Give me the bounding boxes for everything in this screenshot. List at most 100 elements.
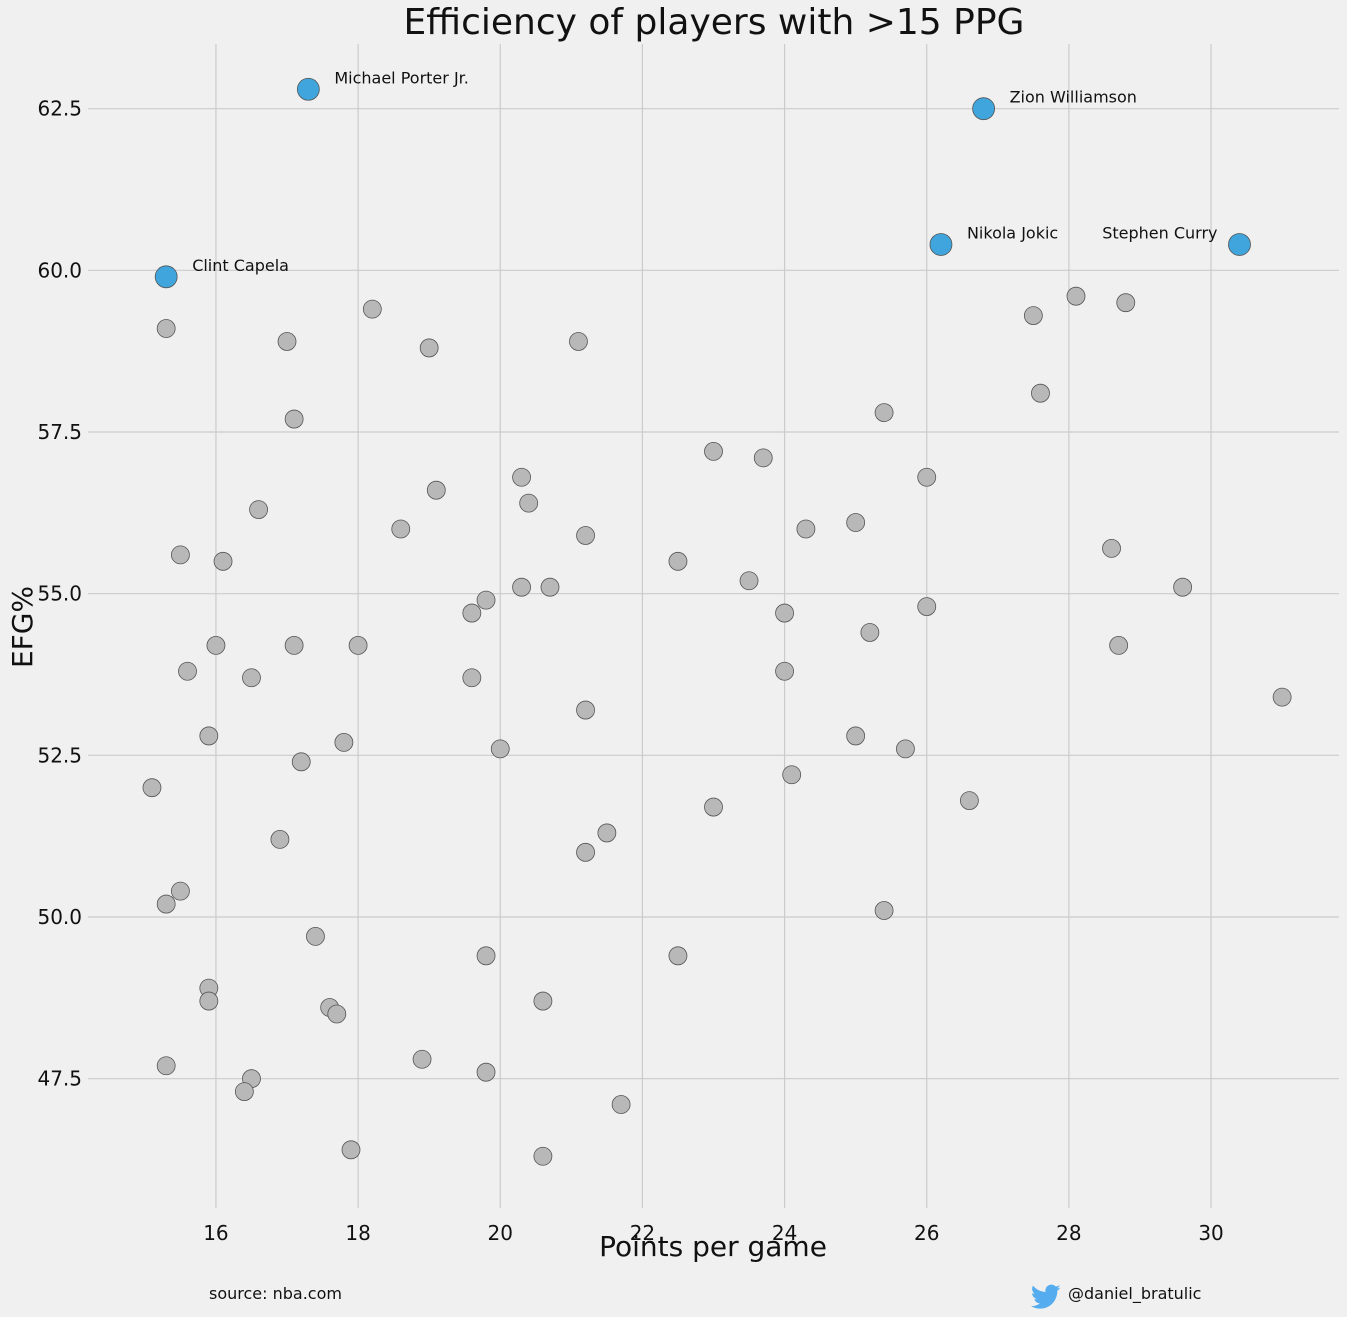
data-point xyxy=(412,1049,432,1069)
data-point xyxy=(846,726,866,746)
y-tick-label: 60.0 xyxy=(37,258,82,282)
y-axis-label: EFG% xyxy=(6,586,39,668)
highlighted-point xyxy=(154,265,178,289)
data-point xyxy=(171,881,190,901)
data-point xyxy=(291,752,311,772)
data-point xyxy=(1023,306,1043,326)
x-tick-label: 30 xyxy=(1198,1221,1223,1245)
data-point xyxy=(284,409,304,429)
highlighted-point xyxy=(972,97,996,121)
data-point xyxy=(576,700,595,720)
data-point xyxy=(234,1082,254,1101)
data-point xyxy=(199,991,219,1011)
y-tick-label: 50.0 xyxy=(37,905,82,929)
data-point xyxy=(611,1095,631,1114)
x-tick-label: 16 xyxy=(203,1221,228,1245)
point-label: Nikola Jokic xyxy=(967,223,1058,242)
data-point xyxy=(753,448,773,468)
point-label: Clint Capela xyxy=(192,256,289,275)
data-point xyxy=(1116,293,1136,313)
data-point xyxy=(327,1004,347,1024)
chart-title: Efficiency of players with >15 PPG xyxy=(404,2,1025,43)
x-tick-label: 20 xyxy=(488,1221,513,1245)
x-axis-label: Points per game xyxy=(599,1230,827,1263)
data-point xyxy=(426,480,446,500)
data-point xyxy=(284,636,304,655)
data-point xyxy=(576,842,595,862)
y-tick-label: 62.5 xyxy=(37,97,82,121)
data-point xyxy=(462,603,482,623)
data-point xyxy=(896,739,915,759)
data-point xyxy=(739,571,759,591)
data-point xyxy=(476,590,496,610)
data-point xyxy=(213,551,233,571)
y-tick-label: 57.5 xyxy=(37,420,82,444)
data-point xyxy=(782,765,802,785)
data-point xyxy=(846,513,866,532)
data-point xyxy=(171,545,190,565)
data-point xyxy=(540,577,560,597)
x-tick-label: 28 xyxy=(1056,1221,1081,1245)
data-point xyxy=(249,500,268,520)
highlighted-points: Michael Porter Jr. Zion Williamson Nikola … xyxy=(154,68,1251,289)
x-tick-label: 26 xyxy=(914,1221,939,1245)
data-point xyxy=(199,726,219,746)
data-point xyxy=(917,467,937,487)
data-point xyxy=(142,778,162,798)
y-tick-labels: 47.5 50.0 52.5 55.0 57.5 60.0 62.5 xyxy=(37,97,82,1091)
data-point xyxy=(533,1146,553,1166)
highlighted-point xyxy=(929,233,953,256)
data-point xyxy=(277,332,297,351)
data-point xyxy=(512,577,531,597)
data-point xyxy=(668,946,688,966)
data-point xyxy=(334,733,354,752)
point-label: Stephen Curry xyxy=(1102,223,1217,242)
data-point xyxy=(512,467,531,487)
point-label: Zion Williamson xyxy=(1010,88,1137,107)
highlighted-point xyxy=(1228,233,1251,256)
data-point xyxy=(569,332,588,351)
grid-lines xyxy=(88,44,1339,1208)
data-point xyxy=(476,946,496,966)
data-point xyxy=(668,551,688,571)
x-tick-label: 24 xyxy=(772,1221,797,1245)
point-label: Michael Porter Jr. xyxy=(334,68,469,87)
data-point xyxy=(476,1062,496,1082)
data-point xyxy=(775,603,794,623)
data-point xyxy=(704,441,723,461)
data-point xyxy=(341,1140,361,1160)
data-point xyxy=(704,797,723,817)
data-point xyxy=(242,668,261,688)
data-point xyxy=(533,991,553,1011)
data-point xyxy=(959,791,979,810)
data-point xyxy=(874,403,894,423)
data-point xyxy=(1173,577,1193,597)
data-point xyxy=(860,623,880,642)
highlighted-point xyxy=(296,77,320,101)
data-point xyxy=(1066,286,1086,306)
data-point xyxy=(462,668,482,688)
data-point xyxy=(1272,687,1292,707)
data-point xyxy=(348,636,368,655)
data-point xyxy=(206,636,226,655)
x-tick-labels: 16 18 20 22 24 26 28 30 xyxy=(203,1221,1224,1245)
data-point xyxy=(917,597,937,616)
data-point xyxy=(391,519,411,539)
data-point xyxy=(576,526,595,545)
x-tick-label: 18 xyxy=(345,1221,370,1245)
data-point xyxy=(1109,636,1129,655)
data-point xyxy=(597,823,617,843)
twitter-bird-icon xyxy=(1031,1284,1061,1309)
y-tick-label: 47.5 xyxy=(37,1067,82,1091)
data-points xyxy=(142,286,1292,1166)
y-tick-label: 52.5 xyxy=(37,743,82,767)
x-tick-label: 22 xyxy=(630,1221,655,1245)
data-point xyxy=(1031,383,1050,403)
data-point xyxy=(419,338,439,358)
data-point xyxy=(519,493,539,513)
data-point xyxy=(156,894,176,914)
data-point xyxy=(178,661,197,681)
data-point xyxy=(362,299,382,319)
source-note: source: nba.com xyxy=(209,1284,342,1303)
